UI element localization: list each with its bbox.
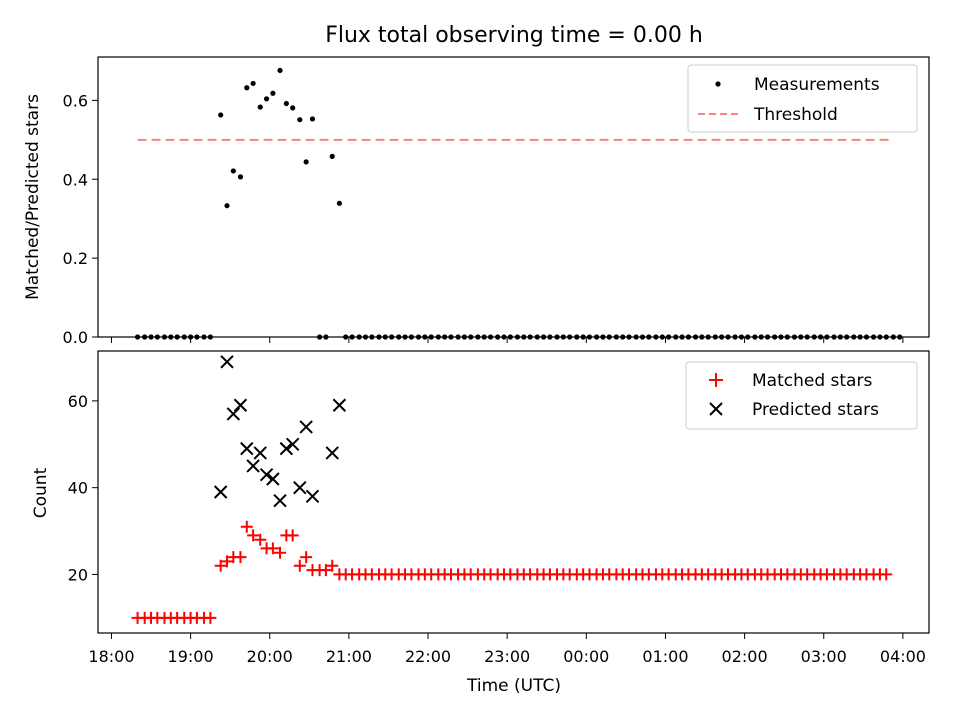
measurements-point <box>290 105 296 111</box>
top-panel: 0.0 0.2 0.4 0.6 Matched/Predicted stars Mea… <box>23 56 930 347</box>
top-legend: Measurements Threshold <box>687 64 918 133</box>
predicted-stars-point <box>213 485 228 499</box>
top-panel-frame <box>97 56 930 338</box>
bottom-panel-frame <box>97 350 930 634</box>
measurements-point <box>277 67 283 74</box>
predicted-stars-point <box>266 472 280 486</box>
y-tick-label: 0.0 <box>63 328 88 347</box>
x-tick-label: 18:00 <box>88 647 134 666</box>
predicted-stars-point <box>240 441 254 456</box>
top-y-axis-label: Matched/Predicted stars <box>23 94 43 300</box>
top-x-ticks <box>110 337 904 343</box>
measurements-point <box>237 174 244 180</box>
threshold-legend-label: Threshold <box>753 105 838 125</box>
matched-stars-point <box>326 559 339 572</box>
measurements-point <box>309 116 316 122</box>
bottom-panel: 20 40 60 18:00 19:00 20:00 21:00 22:00 23:00 00:… <box>31 350 930 696</box>
y-tick-label: 60 <box>68 392 88 411</box>
matched-stars-point <box>266 542 279 555</box>
matched-stars-point <box>274 546 287 559</box>
measurements-point <box>329 153 335 159</box>
x-axis-label: Time (UTC) <box>466 676 561 696</box>
measurements-point <box>263 96 270 102</box>
top-legend-box <box>687 64 918 133</box>
measurements-point <box>283 100 289 107</box>
y-tick-label: 40 <box>68 479 88 498</box>
matched-stars-legend-label: Matched stars <box>752 371 872 391</box>
matched-stars-point <box>880 568 893 581</box>
predicted-stars-point <box>220 355 234 369</box>
chart-title: Flux total observing time = 0.00 h <box>325 23 703 48</box>
matched-stars-point <box>286 529 299 542</box>
matched-stars-point <box>204 611 217 624</box>
bottom-x-ticks: 18:00 19:00 20:00 21:00 22:00 23:00 00:00 01:00… <box>88 633 926 666</box>
measurements-point <box>257 104 263 110</box>
matched-stars-point <box>300 551 313 564</box>
predicted-stars-point <box>246 459 260 473</box>
bottom-y-axis-label: Count <box>31 467 51 518</box>
x-tick-label: 02:00 <box>722 647 768 666</box>
predicted-stars-point <box>226 407 241 421</box>
measurements-point <box>244 85 250 91</box>
y-tick-label: 20 <box>68 565 88 584</box>
top-y-ticks: 0.0 0.2 0.4 0.6 <box>63 91 98 347</box>
predicted-stars-legend-marker <box>709 402 723 416</box>
x-tick-label: 20:00 <box>247 647 293 666</box>
x-tick-label: 21:00 <box>326 647 372 666</box>
measurements-point <box>218 112 224 118</box>
matched-stars-point <box>319 564 332 577</box>
matched-stars-point <box>254 533 267 546</box>
predicted-stars-point <box>285 437 300 451</box>
predicted-stars-point <box>259 467 274 482</box>
x-tick-label: 01:00 <box>642 647 688 666</box>
x-tick-label: 00:00 <box>563 647 609 666</box>
matched-stars-point <box>214 559 227 572</box>
bottom-y-ticks: 20 40 60 <box>68 392 98 584</box>
x-tick-label: 22:00 <box>405 647 451 666</box>
matched-stars-point <box>293 559 306 572</box>
x-tick-label: 23:00 <box>484 647 530 666</box>
bottom-legend: Matched stars Predicted stars <box>685 361 918 430</box>
predicted-stars-point <box>279 441 294 456</box>
matched-stars-point <box>240 520 253 533</box>
measurements-legend-marker <box>715 81 721 87</box>
predicted-stars-point <box>299 420 313 434</box>
matched-stars-point <box>247 529 260 542</box>
measurements-point <box>250 80 256 87</box>
predicted-stars-point <box>325 446 339 460</box>
measurements-point <box>270 90 276 96</box>
predicted-stars-point <box>233 398 248 412</box>
bottom-panel-marks <box>131 355 893 624</box>
y-tick-label: 0.2 <box>63 249 88 268</box>
x-tick-label: 03:00 <box>801 647 847 666</box>
measurements-point <box>230 168 236 174</box>
measurements-point <box>303 159 309 165</box>
y-tick-label: 0.4 <box>63 170 88 189</box>
x-tick-label: 04:00 <box>880 647 926 666</box>
predicted-stars-point <box>305 489 320 504</box>
predicted-stars-point <box>332 398 347 412</box>
predicted-stars-point <box>273 493 287 508</box>
predicted-stars-point <box>293 480 307 495</box>
matched-stars-point <box>234 551 247 564</box>
bottom-legend-box <box>685 361 918 430</box>
predicted-stars-point <box>253 446 267 460</box>
measurements-point <box>336 200 342 206</box>
matched-stars-point <box>221 555 234 568</box>
measurements-point <box>224 203 230 209</box>
measurements-legend-label: Measurements <box>754 75 880 95</box>
predicted-stars-legend-label: Predicted stars <box>752 400 879 420</box>
x-tick-label: 19:00 <box>168 647 214 666</box>
y-tick-label: 0.6 <box>63 91 88 110</box>
matched-stars-legend-marker <box>709 373 723 387</box>
measurements-point <box>297 117 303 123</box>
